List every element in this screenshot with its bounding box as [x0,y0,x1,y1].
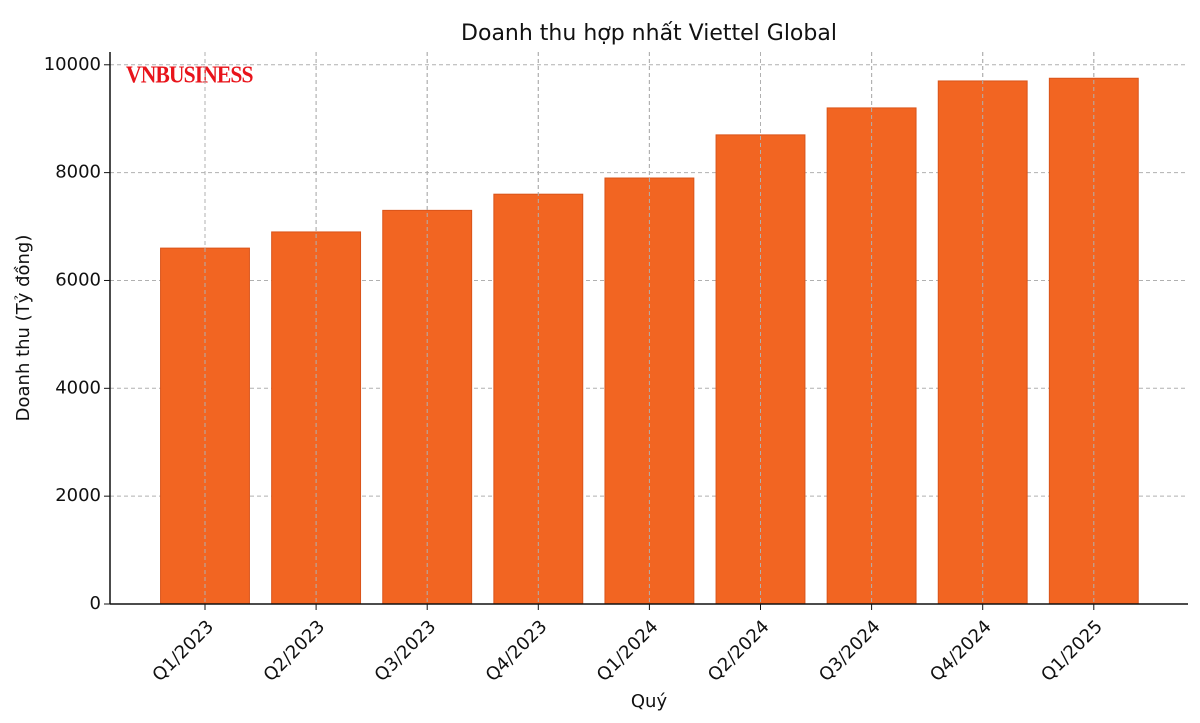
x-tick-label: Q2/2024 [704,616,774,686]
x-tick-label: Q4/2024 [926,616,996,686]
chart-title: Doanh thu hợp nhất Viettel Global [461,21,837,46]
x-tick-label: Q1/2024 [593,616,663,686]
y-tick-label: 4000 [55,377,101,398]
watermark: VNBUSINESS [126,61,253,87]
y-axis-label: Doanh thu (Tỷ đồng) [13,235,34,422]
y-tick-label: 0 [90,593,101,614]
x-tick-label: Q2/2023 [260,616,330,686]
y-tick-label: 8000 [55,162,101,183]
y-tick-label: 10000 [44,54,101,75]
x-tick-label: Q1/2025 [1037,616,1107,686]
y-tick-label: 2000 [55,485,101,506]
y-tick-label: 6000 [55,269,101,290]
x-tick-label: Q4/2023 [482,616,552,686]
x-tick-label: Q3/2024 [815,616,885,686]
x-tick-label: Q1/2023 [148,616,218,686]
x-axis-label: Quý [631,691,668,712]
x-tick-label: Q3/2023 [371,616,441,686]
